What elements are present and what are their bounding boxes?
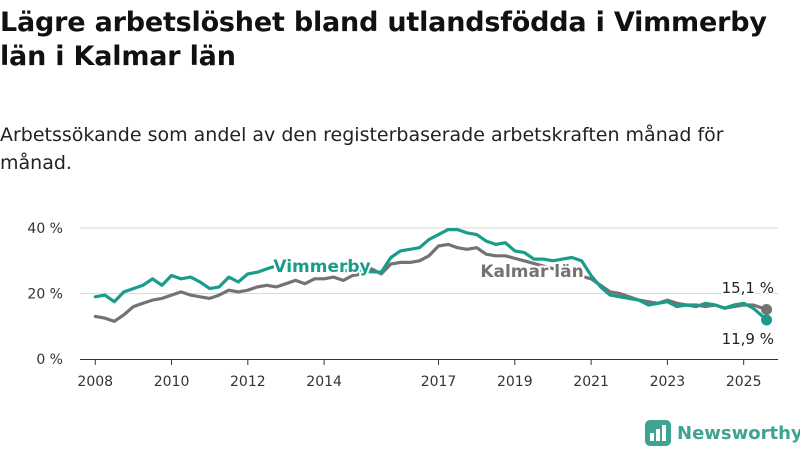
y-tick-label: 20 %	[27, 287, 63, 303]
brand-name: Newsworthy	[677, 422, 800, 444]
x-tick-label: 2019	[497, 374, 533, 390]
end-value-label: 15,1 %	[722, 279, 774, 297]
series-end-point	[761, 314, 773, 326]
y-tick-label: 40 %	[27, 221, 63, 237]
x-tick-label: 2014	[306, 374, 342, 390]
series-name-label: Vimmerby	[273, 257, 370, 277]
x-tick-label: 2010	[154, 374, 190, 390]
y-tick-label: 0 %	[36, 352, 63, 368]
series-line	[93, 228, 769, 322]
chart-subtitle: Arbetssökande som andel av den registerb…	[0, 124, 724, 174]
newsworthy-logo-icon	[645, 420, 671, 446]
series-name-label: Kalmar län	[480, 262, 583, 282]
brand-logo: Newsworthy	[645, 420, 800, 446]
end-value-label: 11,9 %	[722, 330, 774, 348]
chart-title: Lägre arbetslöshet bland utlandsfödda i …	[0, 7, 767, 72]
series-end-point	[761, 304, 773, 316]
x-tick-label: 2017	[421, 374, 457, 390]
x-tick-label: 2008	[77, 374, 113, 390]
x-tick-label: 2023	[650, 374, 686, 390]
x-tick-label: 2025	[726, 374, 762, 390]
x-tick-label: 2021	[573, 374, 609, 390]
x-tick-label: 2012	[230, 374, 266, 390]
series-line	[93, 242, 769, 323]
